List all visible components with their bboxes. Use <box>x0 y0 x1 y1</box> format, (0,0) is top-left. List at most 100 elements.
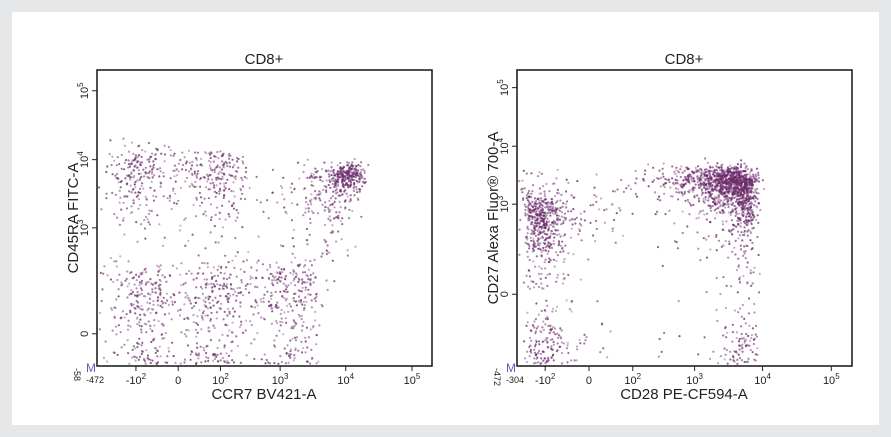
data-point <box>302 265 305 268</box>
data-point <box>189 167 193 170</box>
data-point <box>175 202 178 205</box>
data-point <box>677 171 680 174</box>
data-point <box>139 187 142 190</box>
data-point <box>672 183 675 186</box>
data-point <box>532 224 536 227</box>
data-point <box>667 178 671 181</box>
data-point <box>331 231 334 234</box>
data-point <box>563 277 566 280</box>
data-point <box>201 316 204 319</box>
data-point <box>675 240 678 244</box>
data-point <box>314 196 317 199</box>
data-point <box>262 297 265 300</box>
data-point <box>671 165 674 168</box>
data-point <box>294 256 297 259</box>
data-point <box>664 177 667 181</box>
data-point <box>228 276 231 279</box>
data-point <box>203 262 206 265</box>
data-point <box>548 331 551 335</box>
data-point <box>285 291 288 294</box>
data-point <box>314 190 317 193</box>
data-point <box>601 322 604 325</box>
data-point <box>535 245 538 248</box>
data-point <box>126 270 129 273</box>
data-point <box>687 174 690 177</box>
data-point <box>306 243 309 246</box>
data-point <box>344 175 347 178</box>
data-point <box>220 171 223 174</box>
data-point <box>529 202 532 206</box>
data-point <box>333 206 336 209</box>
data-point <box>332 190 335 193</box>
data-point <box>546 284 549 287</box>
data-point <box>719 211 722 214</box>
data-point <box>564 219 567 222</box>
data-point <box>544 267 547 270</box>
data-point <box>132 176 135 179</box>
data-point <box>140 325 143 328</box>
data-point <box>293 321 296 324</box>
data-point <box>155 311 158 314</box>
data-point <box>306 158 309 161</box>
data-point <box>725 189 728 192</box>
data-point <box>700 193 704 196</box>
data-point <box>164 361 167 364</box>
data-point <box>594 240 597 243</box>
data-point <box>735 268 739 272</box>
data-point <box>331 259 334 262</box>
data-point <box>534 221 537 224</box>
data-point <box>213 168 216 171</box>
data-point <box>532 210 535 213</box>
data-point <box>295 274 298 277</box>
data-point <box>537 313 540 316</box>
plot-left-x-ticks: -102 0 102 103 104 105 <box>126 366 421 387</box>
data-point <box>587 258 590 261</box>
data-point <box>136 342 139 345</box>
data-point <box>556 199 559 202</box>
data-point <box>347 183 350 187</box>
data-point <box>140 282 143 285</box>
data-point <box>736 291 739 294</box>
data-point <box>729 230 732 233</box>
data-point <box>529 329 532 332</box>
data-point <box>228 312 231 315</box>
data-point <box>540 226 544 229</box>
data-point <box>216 164 219 167</box>
data-point <box>164 301 167 305</box>
data-point <box>743 208 746 211</box>
data-point <box>715 308 718 311</box>
data-point <box>568 308 572 311</box>
data-point <box>663 192 666 195</box>
data-point <box>287 284 290 287</box>
data-point <box>749 173 752 176</box>
data-point <box>745 338 748 341</box>
data-point <box>745 175 748 178</box>
data-point <box>309 279 312 282</box>
data-point <box>167 303 170 307</box>
data-point <box>658 195 661 198</box>
data-point <box>328 199 331 202</box>
data-point <box>304 340 307 343</box>
data-point <box>266 199 269 202</box>
data-point <box>220 267 223 270</box>
data-point <box>127 159 130 162</box>
data-point <box>752 271 755 274</box>
data-point <box>725 220 728 223</box>
data-point <box>202 310 205 313</box>
data-point <box>538 214 541 217</box>
data-point <box>358 175 362 178</box>
data-point <box>532 260 535 263</box>
data-point <box>682 171 685 174</box>
data-point <box>750 334 754 337</box>
data-point <box>205 278 208 281</box>
data-point <box>245 259 248 262</box>
data-point <box>220 160 223 163</box>
data-point <box>557 240 561 243</box>
data-point <box>360 174 363 178</box>
data-point <box>162 195 165 198</box>
data-point <box>228 157 231 160</box>
data-point <box>341 193 344 196</box>
data-point <box>731 331 735 334</box>
data-point <box>179 273 182 276</box>
